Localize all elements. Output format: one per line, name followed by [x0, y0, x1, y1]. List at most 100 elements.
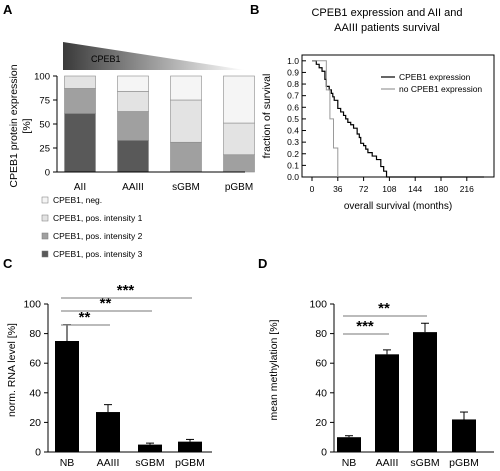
legend-entry: no CPEB1 expression [399, 84, 482, 94]
y-tick-label: 100 [23, 299, 41, 311]
panel-a-bar-segment [170, 141, 202, 173]
wedge-label: CPEB1 [91, 54, 121, 64]
bar [55, 341, 79, 452]
panel-a-category-label: AAIII [122, 182, 144, 193]
category-label: pGBM [449, 457, 479, 469]
panel-b-y-tick-label: 0.2 [287, 149, 299, 159]
panel-b-y-tick-label: 0.9 [287, 67, 299, 77]
category-label: NB [60, 457, 75, 469]
category-label: sGBM [410, 457, 439, 469]
panel-b-chart: CPEB1 expression and AII and AAIII patie… [261, 7, 495, 212]
panel-b-y-tick-label: 1.0 [287, 56, 299, 66]
panel-b-xlabel: overall survival (months) [344, 201, 452, 212]
panel-a-bar-segment [117, 75, 149, 92]
category-label: pGBM [175, 457, 205, 469]
panel-a-y-tick-label: 100 [34, 72, 50, 83]
legend-swatch [41, 232, 49, 240]
panel-a-bar-segment [170, 99, 202, 143]
panel-b-x-tick-label: 0 [310, 184, 315, 194]
panel-a-y-tick-label: 75 [39, 96, 50, 107]
panel-letter-b: B [250, 2, 259, 17]
panel-b-title-line1: CPEB1 expression and AII and [311, 7, 462, 19]
panel-b-y-tick-label: 0.8 [287, 79, 299, 89]
significance-label: ** [378, 300, 390, 317]
y-tick-label: 0 [321, 447, 327, 459]
panel-a-bar-segment [64, 113, 96, 173]
panel-letter-a: A [3, 2, 13, 17]
panel-d-ylabel: mean methylation [%] [268, 319, 280, 420]
panel-b-y-tick-label: 0.0 [287, 172, 299, 182]
panel-b-x-tick-label: 144 [408, 184, 422, 194]
y-tick-label: 20 [29, 417, 41, 429]
panel-b-y-tick-label: 0.7 [287, 91, 299, 101]
significance-label: ** [100, 295, 112, 312]
panel-a-bar-segment [170, 75, 202, 101]
y-tick-label: 60 [29, 358, 41, 370]
panel-b-x-tick-label: 216 [460, 184, 474, 194]
panel-a-bar-segment [223, 154, 255, 173]
legend-entry: CPEB1, pos. intensity 1 [53, 213, 143, 223]
panel-b-x-tick-label: 36 [333, 184, 343, 194]
y-tick-label: 0 [35, 447, 41, 459]
panel-c-chart: norm. RNA level [%] 0 20 40 60 80 100 NB AAIII… [6, 282, 212, 469]
panel-a-y-tick-label: 50 [39, 120, 50, 131]
survival-curve [312, 60, 339, 177]
bar [138, 444, 162, 452]
panel-b-x-tick-label: 180 [434, 184, 448, 194]
panel-b-y-tick-label: 0.5 [287, 114, 299, 124]
panel-a-bar-segment [64, 88, 96, 114]
bar [452, 419, 476, 452]
y-tick-label: 20 [315, 417, 327, 429]
panel-a-bar-segment [223, 122, 255, 156]
panel-a-category-label: pGBM [225, 182, 253, 193]
legend-swatch [41, 250, 49, 258]
category-label: sGBM [135, 457, 164, 469]
legend-swatch [41, 196, 49, 204]
bar [413, 332, 437, 452]
significance-label: ** [79, 309, 91, 326]
category-label: AAIII [376, 457, 399, 469]
y-tick-label: 80 [29, 328, 41, 340]
category-label: AAIII [97, 457, 120, 469]
y-tick-label: 80 [315, 328, 327, 340]
panel-d-chart: mean methylation [%] 0 20 40 60 80 100 NB AAII… [268, 299, 494, 469]
legend-entry: CPEB1, neg. [53, 195, 102, 205]
y-tick-label: 100 [309, 299, 327, 311]
category-label: NB [342, 457, 357, 469]
panel-a-category-label: sGBM [172, 182, 200, 193]
panel-b-title-line2: AAIII patients survival [334, 22, 440, 34]
legend-entry: CPEB1 expression [399, 72, 471, 82]
panel-a-category-label: AII [74, 182, 86, 193]
panel-a-bar-segment [64, 75, 96, 89]
y-tick-label: 40 [315, 387, 327, 399]
significance-label: *** [117, 282, 135, 299]
legend-swatch [41, 214, 49, 222]
panel-b-y-tick-label: 0.6 [287, 102, 299, 112]
bar [375, 354, 399, 452]
panel-a-chart: CPEB1 CPEB1 protein expression [%] 0 25 50… [8, 42, 255, 259]
legend-entry: CPEB1, pos. intensity 2 [53, 231, 143, 241]
y-tick-label: 40 [29, 387, 41, 399]
panel-letter-c: C [3, 256, 13, 271]
panel-b-y-tick-label: 0.4 [287, 126, 299, 136]
bar [178, 441, 202, 452]
panel-b-x-tick-label: 72 [359, 184, 369, 194]
panel-b-ylabel: fraction of survival [261, 74, 273, 159]
panel-c-ylabel: norm. RNA level [%] [6, 323, 18, 417]
bar [96, 412, 120, 452]
panel-letter-d: D [258, 256, 267, 271]
panel-b-x-tick-label: 108 [382, 184, 396, 194]
panel-a-bar-segment [223, 75, 255, 124]
bar [337, 437, 361, 452]
panel-a-y-tick-label: 25 [39, 144, 50, 155]
panel-b-y-tick-label: 0.1 [287, 160, 299, 170]
cpeb1-gradient-wedge [63, 42, 245, 70]
panel-a-bar-segment [117, 91, 149, 112]
significance-label: *** [356, 318, 374, 335]
panel-b-y-tick-label: 0.3 [287, 137, 299, 147]
panel-a-bar-segment [117, 111, 149, 141]
panel-a-ylabel-line2: [%] [21, 118, 33, 133]
legend-entry: CPEB1, pos. intensity 3 [53, 249, 143, 259]
panel-a-bar-segment [117, 140, 149, 173]
